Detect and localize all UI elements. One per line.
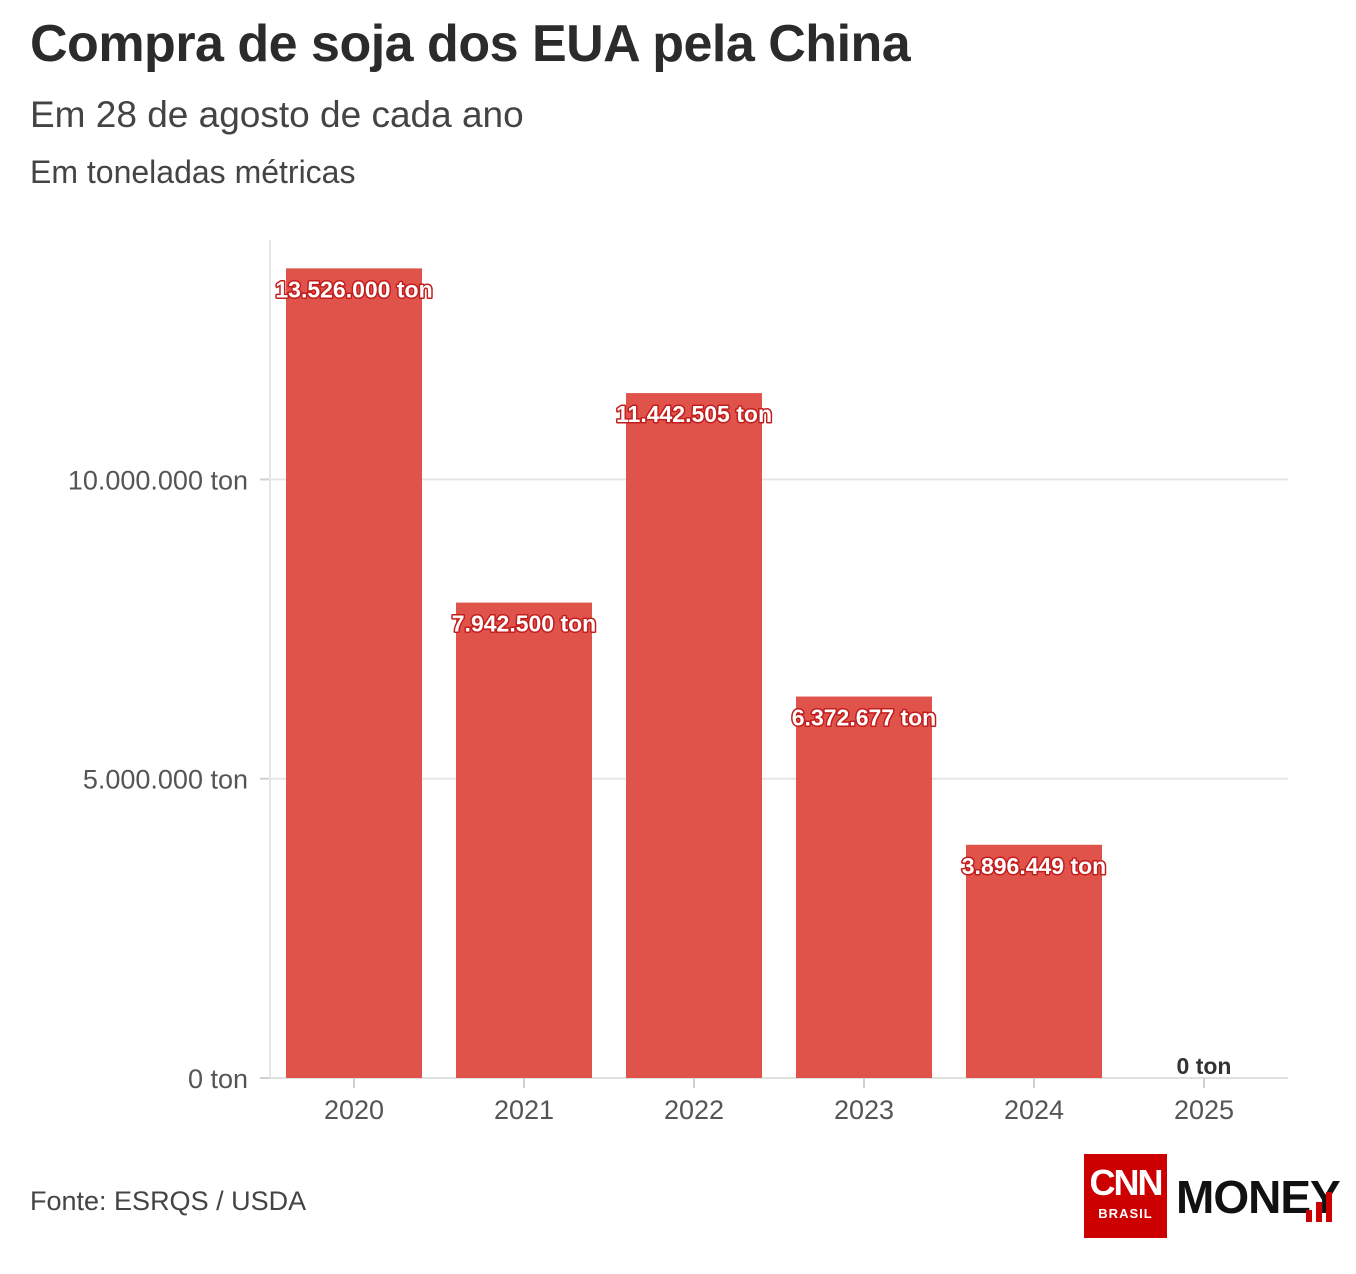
y-tick-label: 10.000.000 ton <box>68 465 248 495</box>
source-note: Fonte: ESRQS / USDA <box>30 1186 307 1216</box>
x-tick-label: 2024 <box>1004 1095 1064 1125</box>
data-label: 13.526.000 ton <box>275 276 432 302</box>
bar-chart-icon <box>1306 1192 1332 1222</box>
data-label: 6.372.677 ton <box>792 705 936 731</box>
x-tick-label: 2021 <box>494 1095 554 1125</box>
data-label: 7.942.500 ton <box>452 611 596 637</box>
data-label: 11.442.505 ton <box>616 401 772 427</box>
x-tick-label: 2020 <box>324 1095 384 1125</box>
y-tick-label: 0 ton <box>188 1064 248 1094</box>
data-label: 0 ton <box>1177 1053 1232 1079</box>
cnn-brasil-text: BRASIL <box>1098 1206 1153 1221</box>
money-logo-text: MONEY <box>1176 1171 1341 1223</box>
x-tick-label: 2022 <box>664 1095 724 1125</box>
x-tick-label: 2025 <box>1174 1095 1234 1125</box>
bar-chart: 0 ton 5.000.000 ton 10.000.000 ton 2020 13.5… <box>68 240 1288 1125</box>
bar-2023 <box>796 696 932 1078</box>
bar-2024 <box>966 844 1102 1078</box>
bar-2022 <box>626 393 762 1078</box>
bar-2021 <box>456 602 592 1078</box>
chart-subtitle: Em 28 de agosto de cada ano <box>30 94 524 135</box>
y-tick-label: 5.000.000 ton <box>83 765 248 795</box>
chart-title: Compra de soja dos EUA pela China <box>30 15 911 73</box>
chart-unit-label: Em toneladas métricas <box>30 154 356 190</box>
cnn-logo-box: CNN BRASIL <box>1084 1154 1167 1238</box>
cnn-brasil-money-logo: CNN BRASIL MONEY <box>1084 1154 1341 1240</box>
x-tick-label: 2023 <box>834 1095 894 1125</box>
cnn-logo-text: CNN <box>1089 1162 1164 1203</box>
data-label: 3.896.449 ton <box>962 853 1106 879</box>
bar-2020 <box>286 268 422 1078</box>
